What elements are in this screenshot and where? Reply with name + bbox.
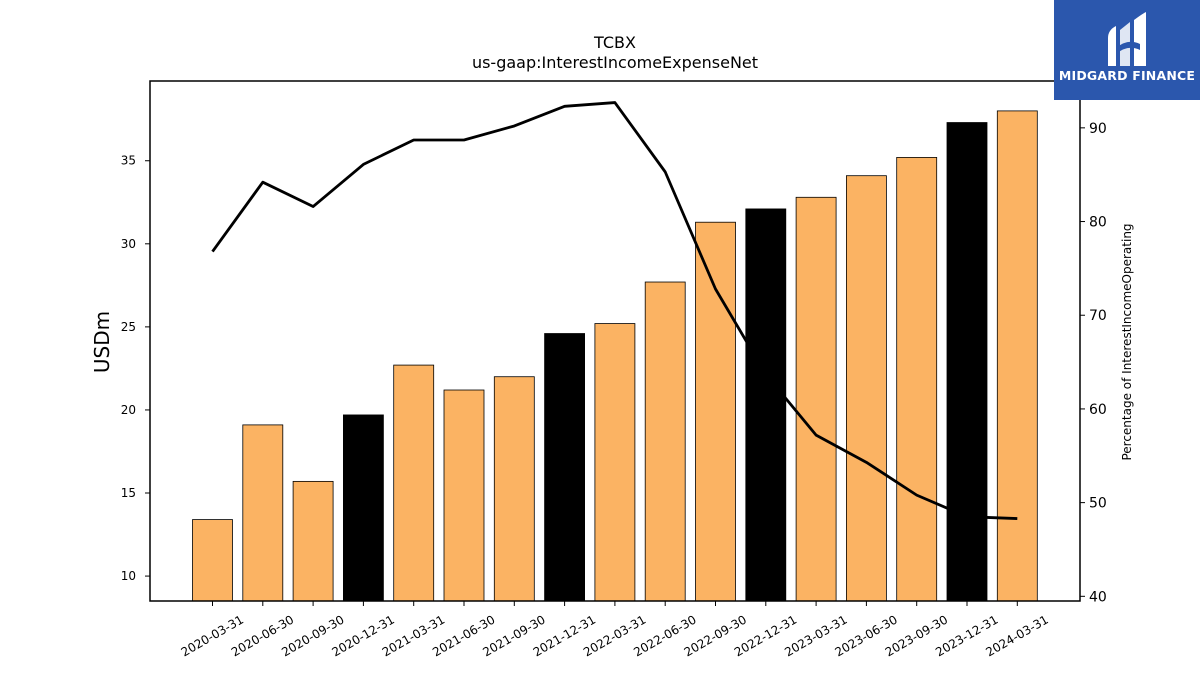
bar-2022-09-30 xyxy=(695,221,736,602)
logo-mark-icon xyxy=(1108,12,1146,66)
line-series xyxy=(211,101,1018,520)
y-tick-label-30: 30 xyxy=(121,237,136,251)
y-tick-label-25: 25 xyxy=(121,320,136,334)
bar-2022-12-31 xyxy=(745,208,787,602)
y-tick-label-10: 10 xyxy=(121,569,136,583)
y2-tick-label-40: 40 xyxy=(1089,589,1107,605)
y2-tick-label-80: 80 xyxy=(1089,215,1107,231)
bar-2021-09-30 xyxy=(493,376,535,602)
bar-2020-03-31 xyxy=(192,519,233,602)
y2-tick-label-60: 60 xyxy=(1089,402,1107,418)
bar-2020-06-30 xyxy=(242,424,284,602)
logo-text: MIDGARD FINANCE xyxy=(1058,68,1196,83)
bar-2023-12-31 xyxy=(946,122,988,602)
y2-tick-label-50: 50 xyxy=(1089,496,1107,512)
bar-2023-09-30 xyxy=(896,157,938,602)
y-tick-label-15: 15 xyxy=(121,486,136,500)
y-tick-label-35: 35 xyxy=(121,154,136,168)
bar-2023-06-30 xyxy=(846,175,887,602)
bar-2021-03-31 xyxy=(393,364,435,602)
bar-2020-12-31 xyxy=(342,414,384,602)
chart-title: TCBX xyxy=(593,33,636,52)
brand-logo: MIDGARD FINANCE xyxy=(1054,0,1200,100)
chart-subtitle: us-gaap:InterestIncomeExpenseNet xyxy=(472,53,758,72)
bar-2022-06-30 xyxy=(644,281,686,602)
y-tick-label-20: 20 xyxy=(121,403,136,417)
bar-2021-06-30 xyxy=(443,389,485,602)
y2-tick-label-90: 90 xyxy=(1089,121,1107,137)
bar-2022-03-31 xyxy=(594,323,636,602)
bar-2023-03-31 xyxy=(795,196,837,602)
plot-area: 1015202530354050607080902020-03-312020-0… xyxy=(121,80,1107,659)
y2-axis-label: Percentage of InterestIncomeOperating xyxy=(1120,223,1134,460)
bar-2021-12-31 xyxy=(544,333,585,602)
bar-2020-09-30 xyxy=(292,480,334,602)
y2-tick-label-70: 70 xyxy=(1089,308,1107,324)
bar-2024-03-31 xyxy=(996,110,1038,602)
y-axis-label: USDm xyxy=(90,311,114,373)
